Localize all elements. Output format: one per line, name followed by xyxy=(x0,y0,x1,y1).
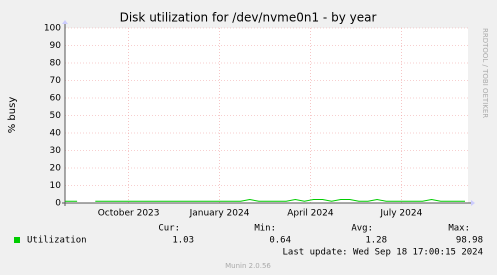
axis-arrow xyxy=(62,20,68,24)
data-line xyxy=(65,198,465,202)
footer: Munin 2.0.56 xyxy=(225,262,271,270)
y-tick-label: 40 xyxy=(50,129,62,139)
legend-swatch xyxy=(14,237,20,243)
last-update: Last update: Wed Sep 18 17:00:15 2024 xyxy=(283,248,483,258)
y-tick-label: 30 xyxy=(50,146,62,156)
y-tick-label: 80 xyxy=(50,59,62,69)
stats-value: 1.28 xyxy=(365,236,387,246)
y-axis-label: % busy xyxy=(7,97,18,134)
y-tick-label: 0 xyxy=(55,199,61,209)
x-tick-label: July 2024 xyxy=(379,209,422,219)
watermark: RRDTOOL / TOBI OETIKER xyxy=(481,28,489,118)
y-tick-label: 20 xyxy=(50,164,62,174)
stats-value: 0.64 xyxy=(269,236,291,246)
stats-header: Avg: xyxy=(351,224,373,234)
y-tick-label: 90 xyxy=(50,41,62,51)
chart-title: Disk utilization for /dev/nvme0n1 - by y… xyxy=(120,11,377,25)
y-tick-label: 50 xyxy=(50,111,62,121)
stats-value: 98.98 xyxy=(456,236,483,246)
stats-header: Min: xyxy=(254,224,276,234)
y-tick-label: 60 xyxy=(50,94,62,104)
y-tick-label: 70 xyxy=(50,76,62,86)
axis-arrow xyxy=(471,200,475,206)
legend-label: Utilization xyxy=(27,236,87,246)
y-tick-label: 10 xyxy=(50,181,62,191)
stats-header: Max: xyxy=(448,224,470,234)
stats-header: Cur: xyxy=(158,224,180,234)
x-tick-label: January 2024 xyxy=(189,209,250,219)
x-tick-label: October 2023 xyxy=(98,209,160,219)
y-tick-label: 100 xyxy=(44,24,61,34)
x-tick-label: April 2024 xyxy=(287,209,334,219)
stats-value: 1.03 xyxy=(172,236,194,246)
